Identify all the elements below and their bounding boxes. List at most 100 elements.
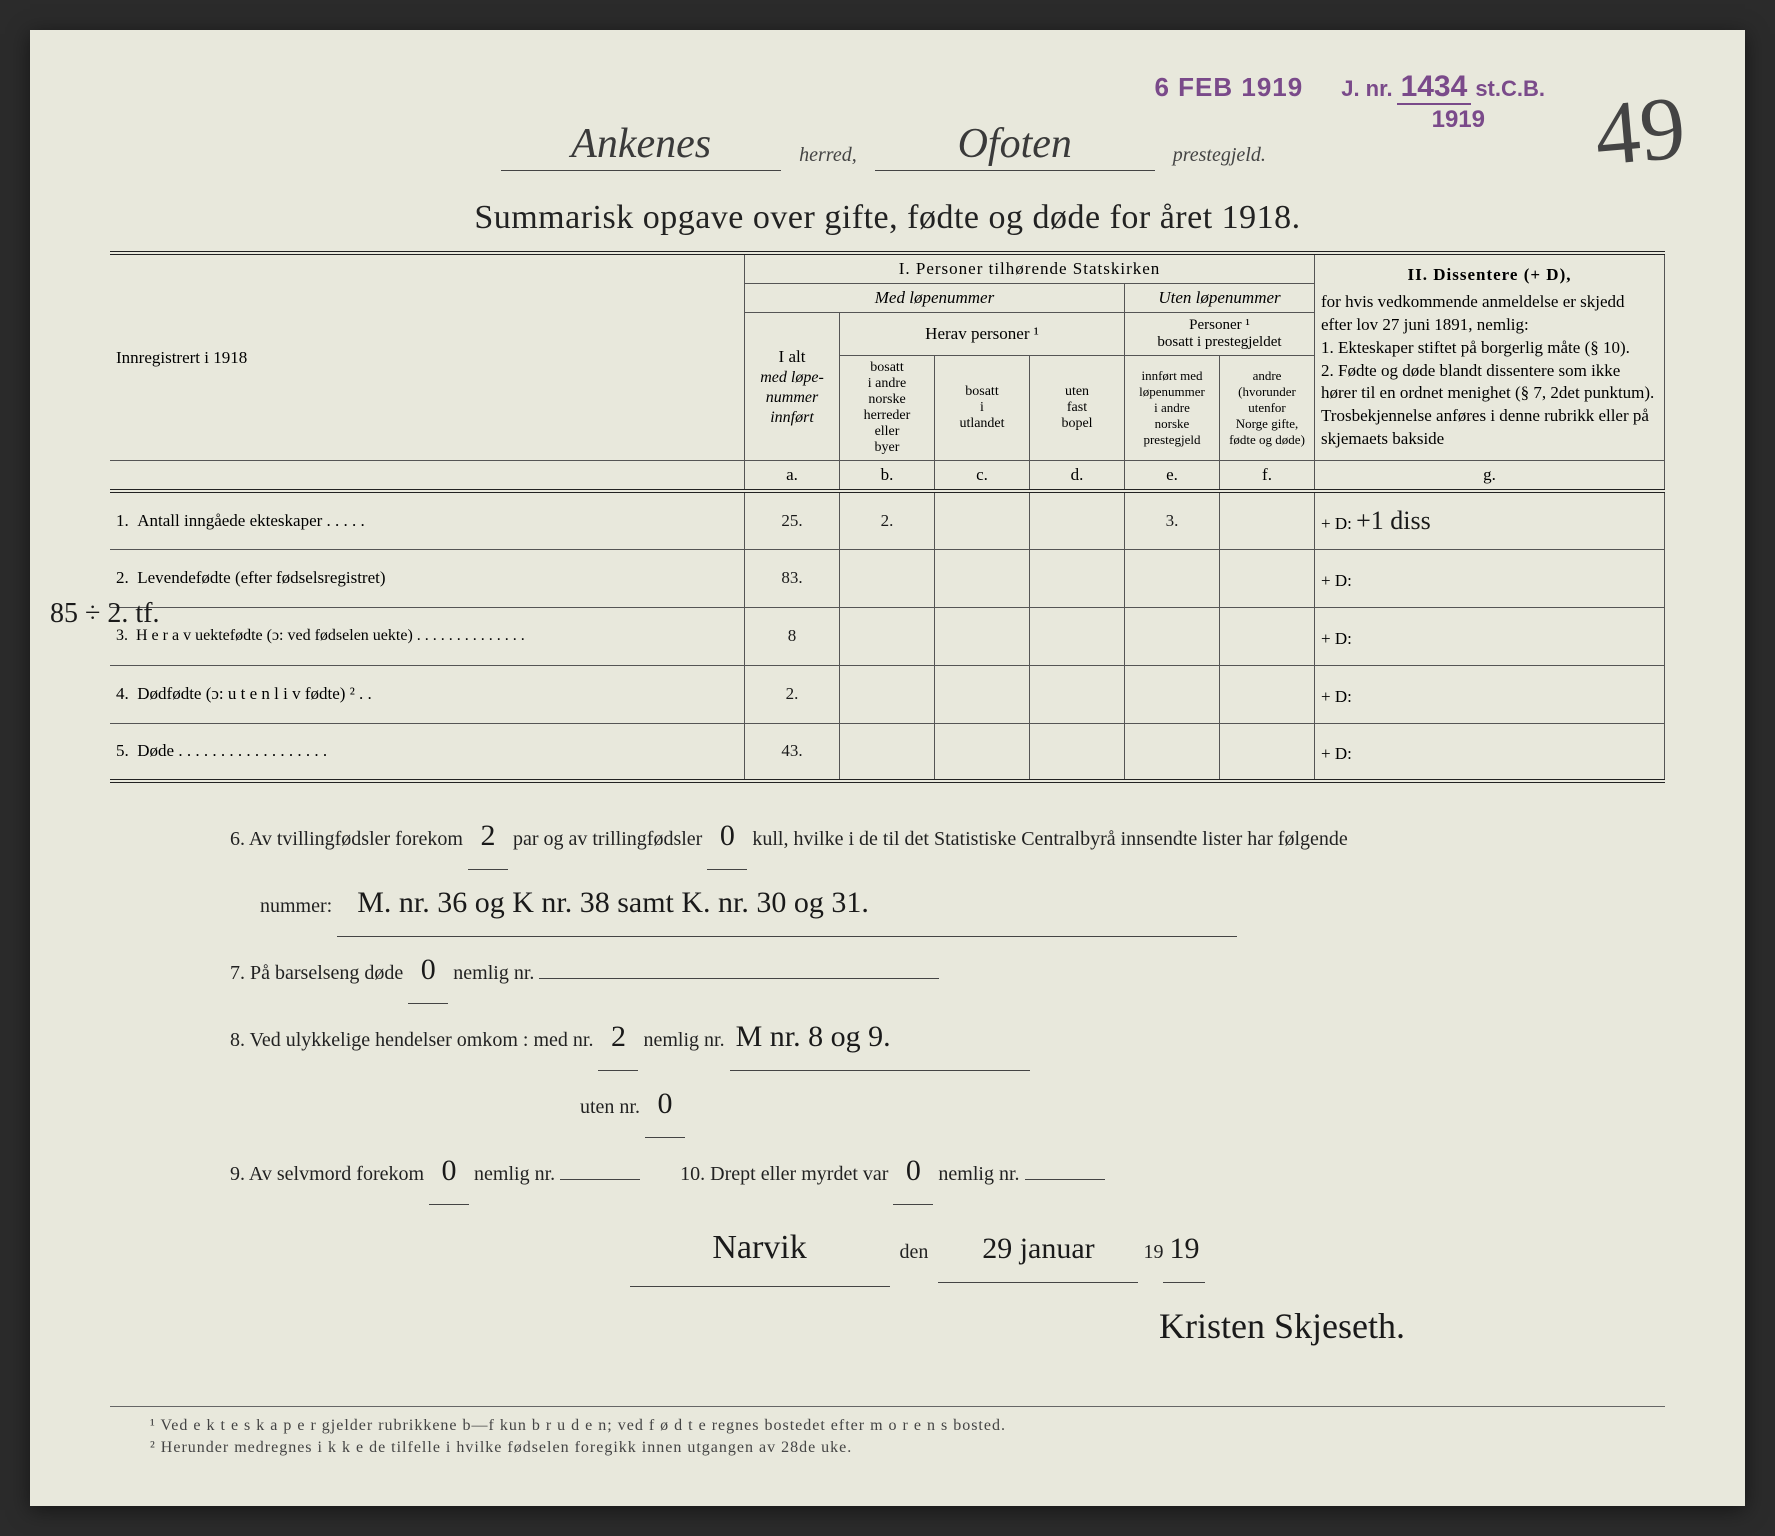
den-label: den [900,1241,929,1263]
line-7: 7. På barselseng døde 0 nemlig nr. [230,937,1605,1004]
barsel-value: 0 [408,937,448,1004]
table-row: 2. Levendefødte (efter fødselsregistret)… [110,549,1665,607]
table-row: 5. Døde . . . . . . . . . . . . . . . . … [110,723,1665,781]
signature-value: Kristen Skjeseth. [1159,1306,1405,1346]
cell-a: 2. [745,665,840,723]
line8c: uten nr. [580,1096,640,1118]
line10b: nemlig nr. [938,1163,1019,1185]
cell-b [840,723,935,781]
cell-a: 83. [745,549,840,607]
selvmord-nr [560,1179,640,1180]
cell-d [1030,491,1125,549]
date-year-suffix: 19 [1163,1216,1205,1283]
stamp-jsuffix: st.C.B. [1475,76,1545,101]
row-label: Antall inngåede ekteskaper . . . . . [137,511,365,530]
row-num: 4. [116,684,129,703]
cell-e [1125,549,1220,607]
stamp-date: 6 FEB 1919 [1154,72,1303,102]
letter-e: e. [1125,461,1220,492]
cell-e: 3. [1125,491,1220,549]
nummer-value: M. nr. 36 og K nr. 38 samt K. nr. 30 og … [337,870,1237,937]
dissent-box: II. Dissentere (+ D), for hvis vedkommen… [1315,253,1665,461]
stamp-jnum: 1434 [1397,70,1472,105]
header-row: Ankenes herred, Ofoten prestegjeld. [110,120,1665,171]
row-num: 5. [116,741,129,760]
col-a-mid: med løpe- nummer innført [760,369,824,426]
cell-f [1220,491,1315,549]
trilling-value: 0 [707,803,747,870]
letter-a: a. [745,461,840,492]
barsel-nr [539,978,939,979]
line6b: par og av trillingfødsler [513,828,702,850]
uten-personer: Personer ¹ bosatt i prestegjeldet [1125,313,1315,356]
cell-a: 25. [745,491,840,549]
line6c: kull, hvilke i de til det Statistiske Ce… [752,828,1347,850]
selvmord-value: 0 [429,1138,469,1205]
footnotes: ¹ Ved e k t e s k a p e r gjelder rubrik… [110,1406,1665,1457]
place-value: Narvik [630,1211,890,1287]
date-day: 29 januar [938,1216,1138,1283]
row-label: Døde . . . . . . . . . . . . . . . . . . [137,741,327,760]
cell-g: + D: [1321,514,1352,533]
line9a: 9. Av selvmord forekom [230,1163,424,1185]
form-page: 6 FEB 1919 J. nr. 1434 st.C.B. 1919 49 8… [30,30,1745,1506]
cell-b [840,549,935,607]
uten-lnum: Uten løpenummer [1125,284,1315,313]
med-lnum: Med løpenummer [745,284,1125,313]
line10a: 10. Drept eller myrdet var [680,1163,888,1185]
cell-e [1125,665,1220,723]
cell-d [1030,607,1125,665]
col-f-head: andre (hvorunder utenfor Norge gifte, fø… [1220,356,1315,461]
cell-g: + D: [1321,571,1352,590]
row-label: H e r a v uektefødte (ɔ: ved fødselen ue… [136,627,525,644]
cell-f [1220,723,1315,781]
signature-line: Kristen Skjeseth. [230,1287,1605,1366]
row-num: 2. [116,568,129,587]
table-row: 3. H e r a v uektefødte (ɔ: ved fødselen… [110,607,1665,665]
col-e-head: innført med løpenummer i andre norske pr… [1125,356,1220,461]
cell-g: + D: [1321,629,1352,648]
cell-g: + D: [1321,687,1352,706]
sign-line: Narvik den 29 januar 1919 [230,1211,1605,1287]
cell-d [1030,549,1125,607]
row-num: 3. [116,627,128,644]
herred-value: Ankenes [501,120,781,171]
cell-g: + D: [1321,744,1352,763]
prestegjeld-value: Ofoten [875,120,1155,171]
line-8: 8. Ved ulykkelige hendelser omkom : med … [230,1004,1605,1071]
section1-title: I. Personer tilhørende Statskirken [745,253,1315,284]
drept-nr [1025,1179,1105,1180]
line-8-uten: uten nr. 0 [230,1071,1605,1138]
line7a: 7. På barselseng døde [230,962,403,984]
cell-e [1125,607,1220,665]
footnote-2: ² Herunder medregnes i k k e de tilfelle… [150,1439,1625,1457]
page-title: Summarisk opgave over gifte, fødte og dø… [110,199,1665,237]
cell-c [935,607,1030,665]
letter-g: g. [1315,461,1665,492]
letter-b: b. [840,461,935,492]
cell-f [1220,665,1315,723]
col-a-head: I alt med løpe- nummer innført [745,313,840,461]
line-6-nummer: nummer: M. nr. 36 og K nr. 38 samt K. nr… [230,870,1605,937]
left-heading: Innregistrert i 1918 [110,253,745,461]
cell-d [1030,665,1125,723]
letter-d: d. [1030,461,1125,492]
stamp-jprefix: J. nr. [1341,76,1392,101]
herav-head: Herav personer ¹ [840,313,1125,356]
line8b: nemlig nr. [643,1029,724,1051]
cell-c [935,491,1030,549]
line-6: 6. Av tvillingfødsler forekom 2 par og a… [230,803,1605,870]
cell-b: 2. [840,491,935,549]
col-b-head: bosatt i andre norske herreder eller bye… [840,356,935,461]
ulykke-nr: M nr. 8 og 9. [730,1004,1030,1071]
letter-f: f. [1220,461,1315,492]
table-row: 4. Dødfødte (ɔ: u t e n l i v fødte) ² .… [110,665,1665,723]
line6a: 6. Av tvillingfødsler forekom [230,828,463,850]
cell-c [935,665,1030,723]
col-c-head: bosatt i utlandet [935,356,1030,461]
below-section: 6. Av tvillingfødsler forekom 2 par og a… [110,803,1665,1366]
prestegjeld-label: prestegjeld. [1165,144,1274,171]
cell-e [1125,723,1220,781]
table-row: 1. Antall inngåede ekteskaper . . . . . … [110,491,1665,549]
cell-d [1030,723,1125,781]
